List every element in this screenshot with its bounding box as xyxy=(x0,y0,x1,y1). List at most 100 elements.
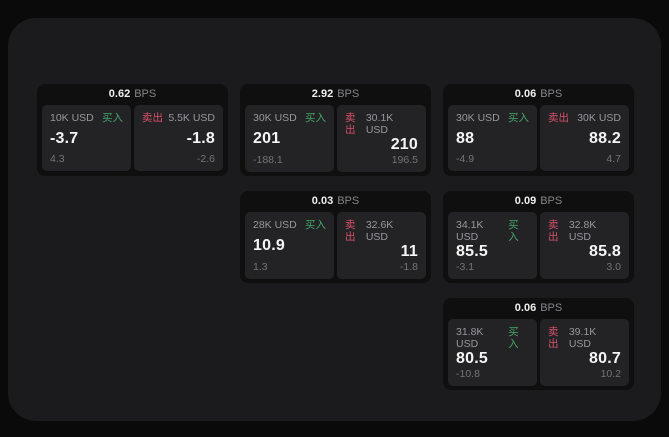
buy-top-row: 31.8K USD 买入 xyxy=(456,326,529,350)
buy-panel[interactable]: 31.8K USD 买入 80.5 -10.8 xyxy=(448,319,537,386)
buy-amount: 31.8K USD xyxy=(456,326,484,350)
sell-action-label: 卖出 xyxy=(548,112,569,124)
sell-price: 11 xyxy=(400,243,418,260)
card-body: 30K USD 买入 88 -4.9 卖出 30K USD 88.2 4.7 xyxy=(443,105,634,176)
card-body: 10K USD 买入 -3.7 4.3 卖出 5.5K USD -1.8 -2.… xyxy=(37,105,228,176)
bps-value: 0.06 xyxy=(514,302,537,314)
buy-top-row: 28K USD 买入 xyxy=(253,219,326,231)
buy-change: 1.3 xyxy=(253,261,268,273)
card-header: 2.92 BPS xyxy=(240,84,431,105)
sell-panel[interactable]: 卖出 32.6K USD 11 -1.8 xyxy=(337,212,426,279)
buy-panel[interactable]: 10K USD 买入 -3.7 4.3 xyxy=(42,105,131,171)
sell-top-row: 卖出 5.5K USD xyxy=(142,112,215,124)
buy-action-label: 买入 xyxy=(508,112,529,124)
buy-price: 88 xyxy=(456,129,475,147)
card-body: 31.8K USD 买入 80.5 -10.8 卖出 39.1K USD 80.… xyxy=(443,319,634,390)
quotes-grid: 0.62 BPS 10K USD 买入 -3.7 4.3 卖出 5.5K USD… xyxy=(37,84,634,390)
quote-card: 0.03 BPS 28K USD 买入 10.9 1.3 卖出 32.6K US… xyxy=(240,191,431,283)
buy-top-row: 10K USD 买入 xyxy=(50,112,123,124)
sell-top-row: 卖出 32.8K USD xyxy=(548,219,621,243)
buy-top-row: 30K USD 买入 xyxy=(456,112,529,124)
buy-amount: 10K USD xyxy=(50,112,94,124)
buy-price: 85.5 xyxy=(456,243,488,260)
quote-card: 0.06 BPS 30K USD 买入 88 -4.9 卖出 30K USD 8… xyxy=(443,84,634,176)
bps-unit-label: BPS xyxy=(337,88,360,100)
sell-change: -2.6 xyxy=(196,153,215,165)
card-header: 0.06 BPS xyxy=(443,84,634,105)
sell-change: -1.8 xyxy=(399,261,418,273)
sell-top-row: 卖出 30.1K USD xyxy=(345,112,418,136)
buy-price: 10.9 xyxy=(253,237,285,254)
bps-value: 2.92 xyxy=(311,88,334,100)
quotes-panel: 0.62 BPS 10K USD 买入 -3.7 4.3 卖出 5.5K USD… xyxy=(8,18,661,421)
card-header: 0.03 BPS xyxy=(240,191,431,212)
buy-change: -3.1 xyxy=(456,261,475,273)
buy-action-label: 买入 xyxy=(305,112,326,124)
sell-action-label: 卖出 xyxy=(345,219,356,243)
sell-panel[interactable]: 卖出 30K USD 88.2 4.7 xyxy=(540,105,629,171)
sell-amount: 32.6K USD xyxy=(365,219,394,243)
bps-value: 0.09 xyxy=(514,195,537,207)
sell-action-label: 卖出 xyxy=(548,326,559,350)
bps-unit-label: BPS xyxy=(337,195,360,207)
buy-price: 201 xyxy=(253,130,281,147)
quote-card: 2.92 BPS 30K USD 买入 201 -188.1 卖出 30.1K … xyxy=(240,84,431,176)
card-body: 28K USD 买入 10.9 1.3 卖出 32.6K USD 11 -1.8 xyxy=(240,212,431,283)
buy-change: 4.3 xyxy=(50,153,65,165)
sell-top-row: 卖出 32.6K USD xyxy=(345,219,418,243)
bps-value: 0.62 xyxy=(108,88,131,100)
sell-panel[interactable]: 卖出 5.5K USD -1.8 -2.6 xyxy=(134,105,223,171)
buy-change: -10.8 xyxy=(456,368,480,380)
bps-unit-label: BPS xyxy=(540,302,563,314)
sell-price: -1.8 xyxy=(186,129,215,147)
sell-panel[interactable]: 卖出 32.8K USD 85.8 3.0 xyxy=(540,212,629,279)
buy-amount: 30K USD xyxy=(253,112,297,124)
buy-panel[interactable]: 28K USD 买入 10.9 1.3 xyxy=(245,212,334,279)
buy-panel[interactable]: 30K USD 买入 201 -188.1 xyxy=(245,105,334,172)
buy-top-row: 30K USD 买入 xyxy=(253,112,326,124)
sell-top-row: 卖出 39.1K USD xyxy=(548,326,621,350)
sell-panel[interactable]: 卖出 30.1K USD 210 196.5 xyxy=(337,105,426,172)
sell-action-label: 卖出 xyxy=(548,219,559,243)
bps-unit-label: BPS xyxy=(134,88,157,100)
sell-change: 196.5 xyxy=(391,154,418,166)
card-header: 0.09 BPS xyxy=(443,191,634,212)
sell-action-label: 卖出 xyxy=(142,112,163,124)
buy-price: 80.5 xyxy=(456,350,488,367)
sell-change: 4.7 xyxy=(606,153,621,165)
buy-action-label: 买入 xyxy=(305,219,326,231)
buy-action-label: 买入 xyxy=(508,219,519,243)
sell-price: 88.2 xyxy=(589,129,621,147)
bps-value: 0.03 xyxy=(311,195,334,207)
quote-card: 0.62 BPS 10K USD 买入 -3.7 4.3 卖出 5.5K USD… xyxy=(37,84,228,176)
sell-amount: 30K USD xyxy=(577,112,621,124)
card-header: 0.06 BPS xyxy=(443,298,634,319)
sell-price: 210 xyxy=(390,136,418,153)
buy-price: -3.7 xyxy=(50,129,79,147)
sell-amount: 5.5K USD xyxy=(168,112,215,124)
buy-change: -188.1 xyxy=(253,154,283,166)
sell-price: 80.7 xyxy=(589,350,621,367)
quote-card: 0.09 BPS 34.1K USD 买入 85.5 -3.1 卖出 32.8K… xyxy=(443,191,634,283)
bps-value: 0.06 xyxy=(514,88,537,100)
card-body: 34.1K USD 买入 85.5 -3.1 卖出 32.8K USD 85.8… xyxy=(443,212,634,283)
sell-panel[interactable]: 卖出 39.1K USD 80.7 10.2 xyxy=(540,319,629,386)
sell-amount: 32.8K USD xyxy=(568,219,597,243)
sell-action-label: 卖出 xyxy=(345,112,356,136)
card-body: 30K USD 买入 201 -188.1 卖出 30.1K USD 210 1… xyxy=(240,105,431,176)
buy-action-label: 买入 xyxy=(508,326,519,350)
sell-amount: 39.1K USD xyxy=(568,326,597,350)
sell-change: 10.2 xyxy=(600,368,621,380)
buy-panel[interactable]: 34.1K USD 买入 85.5 -3.1 xyxy=(448,212,537,279)
buy-panel[interactable]: 30K USD 买入 88 -4.9 xyxy=(448,105,537,171)
buy-change: -4.9 xyxy=(456,153,475,165)
card-header: 0.62 BPS xyxy=(37,84,228,105)
buy-amount: 34.1K USD xyxy=(456,219,484,243)
sell-amount: 30.1K USD xyxy=(365,112,394,136)
quote-card: 0.06 BPS 31.8K USD 买入 80.5 -10.8 卖出 39.1… xyxy=(443,298,634,390)
buy-top-row: 34.1K USD 买入 xyxy=(456,219,529,243)
buy-amount: 30K USD xyxy=(456,112,500,124)
buy-action-label: 买入 xyxy=(102,112,123,124)
sell-price: 85.8 xyxy=(589,243,621,260)
bps-unit-label: BPS xyxy=(540,195,563,207)
